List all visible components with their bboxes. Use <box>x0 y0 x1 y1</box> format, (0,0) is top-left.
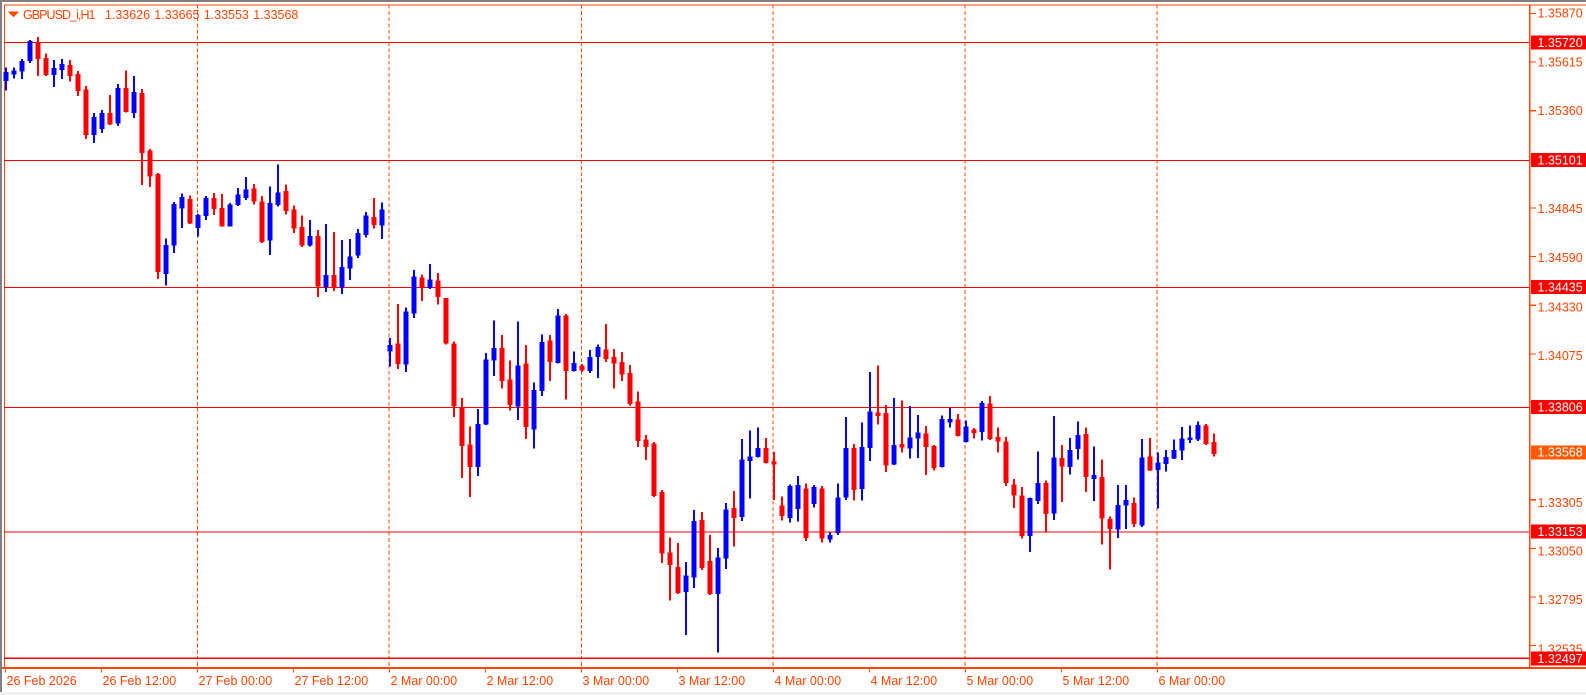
svg-text:27 Feb 12:00: 27 Feb 12:00 <box>295 674 369 688</box>
svg-text:1.34075: 1.34075 <box>1538 349 1583 363</box>
svg-text:27 Feb 00:00: 27 Feb 00:00 <box>199 674 273 688</box>
svg-text:1.33806: 1.33806 <box>1538 400 1583 414</box>
svg-text:3 Mar 12:00: 3 Mar 12:00 <box>679 674 746 688</box>
svg-text:1.32497: 1.32497 <box>1538 652 1583 666</box>
svg-text:GBPUSD_i,H1: GBPUSD_i,H1 <box>23 8 96 22</box>
svg-text:3 Mar 00:00: 3 Mar 00:00 <box>583 674 650 688</box>
svg-text:1.35360: 1.35360 <box>1538 104 1583 118</box>
svg-text:26 Feb 12:00: 26 Feb 12:00 <box>103 674 177 688</box>
svg-text:1.33665: 1.33665 <box>154 8 199 22</box>
svg-text:1.33153: 1.33153 <box>1538 525 1583 539</box>
svg-text:2 Mar 12:00: 2 Mar 12:00 <box>487 674 554 688</box>
svg-text:1.35720: 1.35720 <box>1538 36 1583 50</box>
svg-text:2 Mar 00:00: 2 Mar 00:00 <box>391 674 458 688</box>
svg-text:1.33568: 1.33568 <box>253 8 298 22</box>
svg-text:5 Mar 00:00: 5 Mar 00:00 <box>967 674 1034 688</box>
svg-text:1.34590: 1.34590 <box>1538 251 1583 265</box>
svg-text:4 Mar 12:00: 4 Mar 12:00 <box>871 674 938 688</box>
svg-text:1.33305: 1.33305 <box>1538 496 1583 510</box>
svg-text:6 Mar 00:00: 6 Mar 00:00 <box>1159 674 1226 688</box>
svg-text:26 Feb 2026: 26 Feb 2026 <box>7 674 77 688</box>
svg-text:1.33626: 1.33626 <box>105 8 150 22</box>
svg-text:1.34845: 1.34845 <box>1538 202 1583 216</box>
svg-text:1.35101: 1.35101 <box>1538 153 1583 167</box>
svg-text:1.34330: 1.34330 <box>1538 300 1583 314</box>
svg-text:5 Mar 12:00: 5 Mar 12:00 <box>1063 674 1130 688</box>
svg-text:1.32795: 1.32795 <box>1538 593 1583 607</box>
svg-text:4 Mar 00:00: 4 Mar 00:00 <box>775 674 842 688</box>
svg-text:1.34435: 1.34435 <box>1538 280 1583 294</box>
svg-text:1.33568: 1.33568 <box>1538 446 1583 460</box>
svg-text:1.35615: 1.35615 <box>1538 55 1583 69</box>
svg-text:1.33050: 1.33050 <box>1538 545 1583 559</box>
svg-text:1.35870: 1.35870 <box>1538 7 1583 21</box>
svg-text:1.33553: 1.33553 <box>204 8 249 22</box>
